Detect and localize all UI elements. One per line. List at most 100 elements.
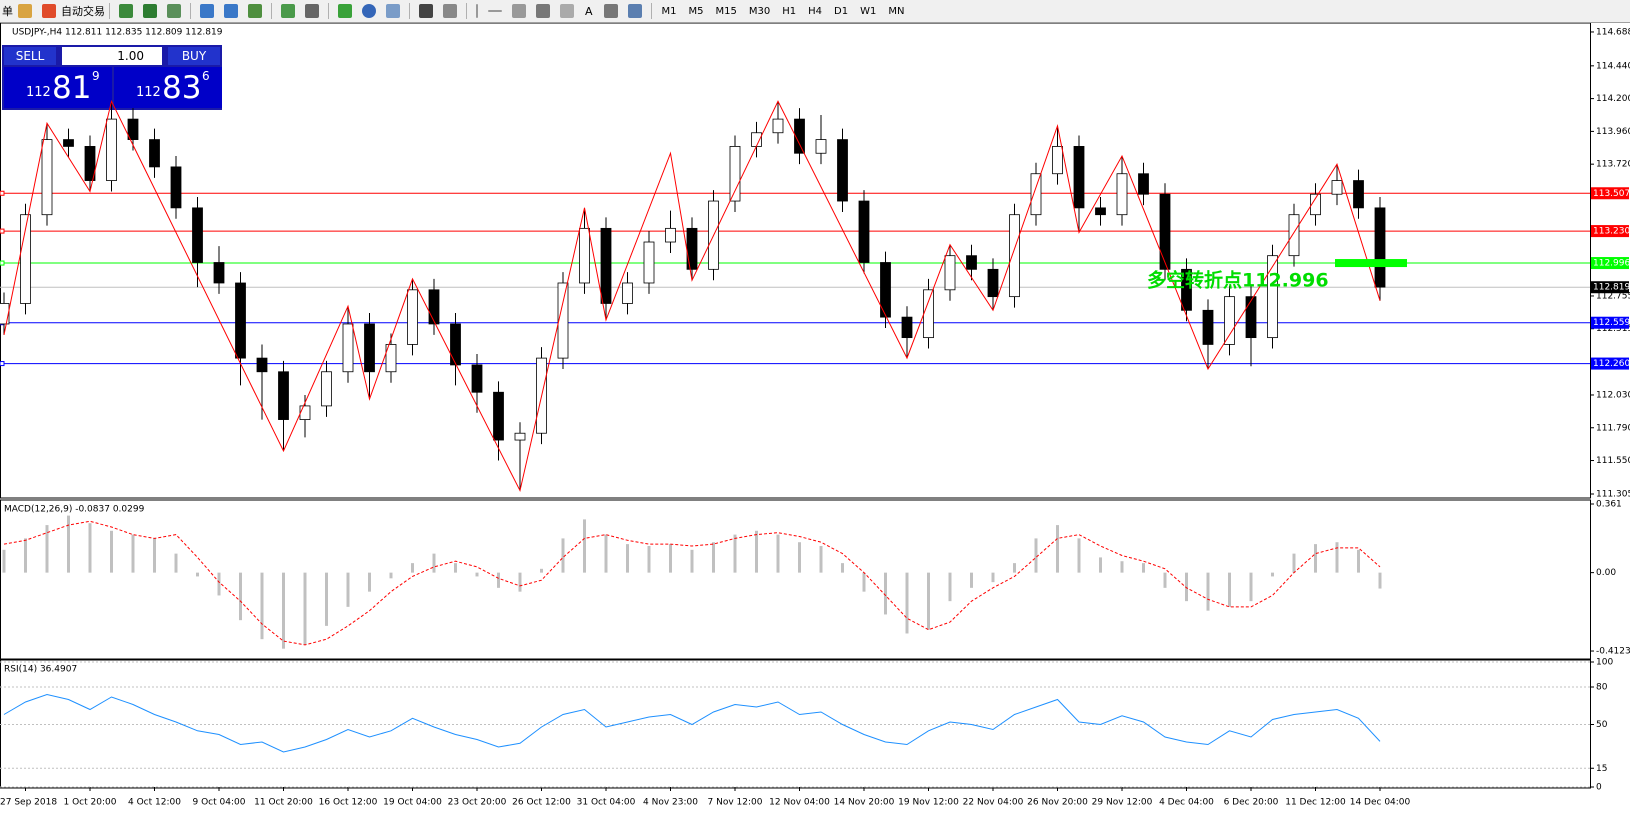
icon[interactable] [476,4,478,18]
candle-body [84,146,96,181]
y-tick-label: 111.305 [1596,489,1630,499]
x-tick-label: 11 Dec 12:00 [1285,798,1346,808]
icon[interactable] [42,4,56,18]
x-tick-label: 26 Oct 12:00 [512,798,571,808]
x-tick-label: 14 Nov 20:00 [834,798,895,808]
icon[interactable] [200,4,214,18]
macd-bar [1056,525,1059,573]
icon[interactable] [143,4,157,18]
macd-bar [948,572,952,602]
candle-body [299,405,311,420]
level-label: 113.507 [1593,189,1630,199]
macd-bar [2,549,6,573]
level-handle [0,361,5,367]
timeframes: M1 M5 M15 M30 H1 H4 D1 W1 MN [656,6,911,17]
icon[interactable] [362,4,376,18]
price-big: 112 [26,85,51,100]
icon[interactable] [281,4,295,18]
timeframe-button[interactable]: MN [888,5,905,17]
icon[interactable] [119,4,133,18]
icon[interactable] [305,4,319,18]
macd-bar [819,546,823,573]
x-tick-label: 22 Nov 04:00 [963,798,1024,808]
candle-body [342,323,354,373]
macd-bar [1099,557,1102,573]
icon[interactable] [18,4,32,18]
price-main: 83 [162,70,202,106]
x-tick-label: 19 Oct 04:00 [383,798,442,808]
x-tick-label: 12 Nov 04:00 [769,798,830,808]
candle-body [321,371,332,407]
macd-bar [260,572,264,640]
macd-bar [131,534,135,573]
macd-bar [389,572,393,579]
candle-body [880,262,891,318]
candle-body [407,289,418,345]
candle-body [600,227,612,304]
x-tick-label: 29 Nov 12:00 [1092,798,1153,808]
buy-price[interactable]: 112 83 6 [114,67,222,108]
candle-body [1052,146,1063,175]
icon[interactable] [488,10,502,12]
icon[interactable] [419,4,433,18]
macd-bar [1271,572,1274,577]
icon[interactable] [248,4,262,18]
candle-body [1374,207,1386,288]
candle-body [1181,268,1192,311]
macd-bar [604,534,608,573]
y-tick-label: 111.790 [1596,423,1630,433]
macd-bar [497,572,500,588]
x-tick-label: 16 Oct 12:00 [319,798,378,808]
sell-button[interactable]: SELL [4,47,56,65]
macd-bar [1314,544,1317,573]
candle-body [1224,296,1235,345]
icon[interactable] [603,4,618,18]
icon[interactable] [167,4,181,18]
x-tick-label: 4 Oct 12:00 [128,798,181,808]
icon[interactable] [443,4,457,18]
candle-body [385,344,397,373]
x-tick-label: 27 Sep 2018 [0,798,57,808]
candle-body [235,282,246,359]
level-handle [0,228,5,234]
macd-bar [518,572,522,592]
lots-input[interactable]: 1.00 [62,47,162,65]
candle-body [1009,214,1020,298]
candle-body [471,364,483,393]
macd-bar [927,572,930,630]
timeframe-button[interactable]: W1 [860,5,877,17]
candle-body [170,166,182,209]
timeframe-button[interactable]: H1 [782,5,797,17]
candle-body [213,262,225,284]
text-tool[interactable]: A [585,4,593,18]
macd-bar [1357,549,1360,573]
candle-body [149,139,160,168]
icon[interactable] [512,4,526,18]
icon[interactable] [560,4,574,18]
x-tick-label: 6 Dec 20:00 [1224,798,1279,808]
pivot-marker [1335,259,1407,268]
menu-fragment[interactable]: 单 [2,5,13,18]
timeframe-button[interactable]: M1 [661,5,677,17]
autotrade-button[interactable]: 自动交易 [61,5,105,18]
candle-body [41,139,53,216]
candle-body [837,139,848,202]
icon[interactable] [338,4,352,18]
y-tick-label: 113.720 [1596,160,1630,170]
sell-price[interactable]: 112 81 9 [4,67,112,108]
icon[interactable] [536,4,550,18]
icon[interactable] [386,4,400,18]
timeframe-button[interactable]: M5 [688,5,704,17]
timeframe-button[interactable]: M15 [715,5,737,17]
buy-button[interactable]: BUY [168,47,220,65]
macd-bar [798,542,801,573]
candle-body [772,118,784,134]
signal-line [3,520,1381,646]
icon[interactable] [224,4,238,18]
timeframe-button[interactable]: H4 [808,5,823,17]
candle-body [794,118,805,154]
icon[interactable] [627,4,642,18]
timeframe-button[interactable]: M30 [748,5,771,17]
timeframe-button[interactable]: D1 [834,5,849,17]
macd-bar [346,572,350,607]
